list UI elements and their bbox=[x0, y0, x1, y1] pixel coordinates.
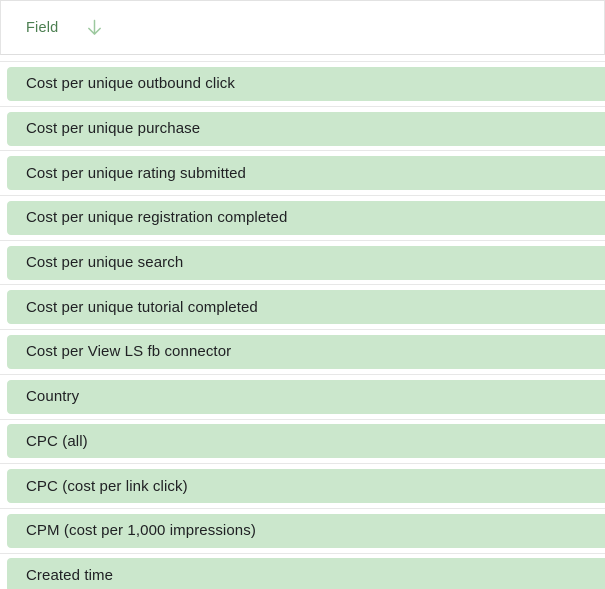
list-item-label: CPC (cost per link click) bbox=[26, 477, 188, 495]
list-item-label: CPM (cost per 1,000 impressions) bbox=[26, 522, 256, 540]
list-item[interactable]: Cost per unique purchase bbox=[0, 105, 605, 151]
list-item-label: Cost per unique registration completed bbox=[26, 209, 288, 227]
list-item-highlight[interactable]: CPM (cost per 1,000 impressions) bbox=[7, 513, 605, 548]
list-item-label: Cost per unique outbound click bbox=[26, 75, 235, 93]
list-item-highlight[interactable]: Cost per unique search bbox=[7, 245, 605, 280]
list-item[interactable]: Cost per unique rating submitted bbox=[0, 150, 605, 195]
field-list: Cost per unique outbound click Cost per u… bbox=[0, 61, 605, 589]
list-item-highlight[interactable]: CPC (cost per link click) bbox=[7, 469, 605, 504]
list-item[interactable]: Cost per View LS fb connector bbox=[0, 329, 605, 374]
list-item-highlight[interactable]: Country bbox=[7, 379, 605, 414]
list-item-label: Cost per unique rating submitted bbox=[26, 164, 246, 182]
list-item-label: Cost per unique purchase bbox=[26, 120, 201, 138]
list-item-label: CPC (all) bbox=[26, 432, 88, 450]
list-item-highlight[interactable]: Created time bbox=[7, 558, 605, 589]
list-item[interactable]: CPM (cost per 1,000 impressions) bbox=[0, 507, 605, 553]
list-item-label: Cost per View LS fb connector bbox=[26, 343, 232, 361]
field-column-header[interactable]: Field bbox=[0, 1, 605, 55]
list-item[interactable]: Cost per unique tutorial completed bbox=[0, 284, 605, 329]
list-item-label: Cost per unique tutorial completed bbox=[26, 298, 258, 316]
list-item-highlight[interactable]: Cost per View LS fb connector bbox=[7, 334, 605, 369]
list-item-highlight[interactable]: Cost per unique registration completed bbox=[7, 200, 605, 235]
list-item[interactable]: Country bbox=[0, 373, 605, 419]
list-item-highlight[interactable]: Cost per unique rating submitted bbox=[7, 156, 605, 191]
list-item-label: Country bbox=[26, 388, 80, 406]
list-item-highlight[interactable]: Cost per unique outbound click bbox=[7, 66, 605, 101]
list-item-label: Created time bbox=[26, 566, 114, 584]
list-item[interactable]: CPC (all) bbox=[0, 418, 605, 464]
list-item[interactable]: Cost per unique outbound click bbox=[0, 61, 605, 106]
list-item[interactable]: Created time bbox=[0, 552, 605, 589]
list-item[interactable]: Cost per unique search bbox=[0, 239, 605, 285]
list-item[interactable]: Cost per unique registration completed bbox=[0, 195, 605, 240]
arrow-downward-icon[interactable] bbox=[84, 17, 105, 38]
list-item-highlight[interactable]: Cost per unique purchase bbox=[7, 111, 605, 146]
list-item-label: Cost per unique search bbox=[26, 254, 184, 272]
list-item[interactable]: CPC (cost per link click) bbox=[0, 463, 605, 508]
list-item-highlight[interactable]: CPC (all) bbox=[7, 424, 605, 459]
field-header-label: Field bbox=[26, 19, 59, 36]
list-item-highlight[interactable]: Cost per unique tutorial completed bbox=[7, 290, 605, 325]
